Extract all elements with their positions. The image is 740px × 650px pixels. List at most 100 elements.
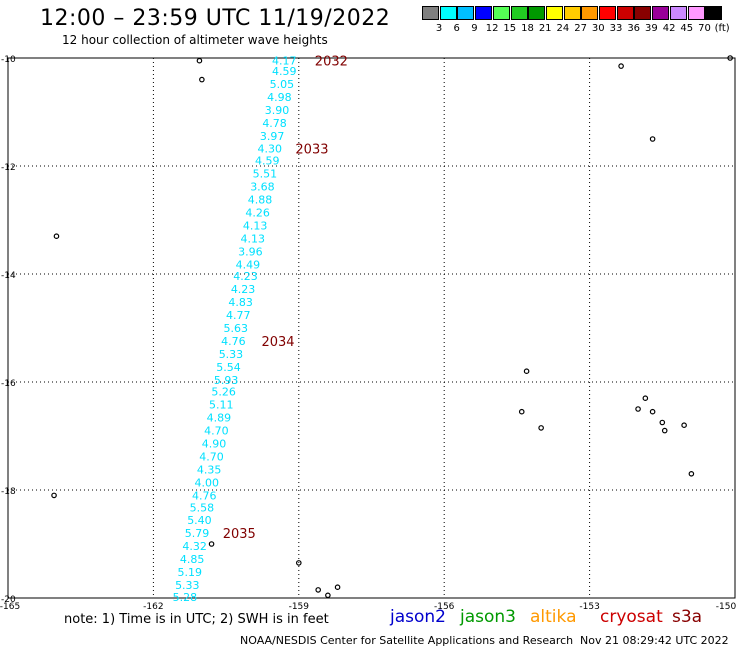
x-tick-label: -159 (289, 602, 310, 612)
island-marker (681, 422, 687, 429)
y-tick-label: -12 (1, 163, 16, 173)
colorbar-label: 3 (435, 23, 443, 34)
island-marker (208, 541, 215, 547)
wave-height-label: 5.58 (190, 501, 215, 514)
island-marker (618, 63, 624, 69)
satellite-altika: altika (530, 607, 577, 627)
island-marker (334, 584, 341, 591)
island-marker (538, 425, 544, 431)
y-tick-label: -18 (1, 487, 16, 497)
wave-height-label: 5.33 (219, 348, 244, 361)
wave-height-label: 4.76 (221, 335, 246, 348)
wave-height-label: 3.90 (265, 104, 290, 117)
wave-height-label: 4.76 (192, 489, 217, 502)
colorbar-swatch (528, 6, 546, 20)
colorbar-label: 30 (591, 23, 605, 34)
wave-height-label: 4.23 (231, 283, 256, 296)
wave-height-label: 4.78 (262, 117, 287, 130)
wave-height-label: 5.05 (270, 78, 295, 91)
wave-height-label: 4.88 (248, 193, 273, 206)
colorbar-swatch (510, 6, 528, 20)
colorbar-label: 12 (485, 23, 499, 34)
island-marker (635, 406, 641, 412)
island-marker (51, 492, 57, 499)
island-marker (196, 57, 203, 64)
wave-height-label: 5.26 (211, 386, 236, 399)
page-title: 12:00 – 23:59 UTC 11/19/2022 (40, 6, 391, 31)
timestamp-text: Nov 21 08:29:42 UTC 2022 (580, 634, 729, 647)
colorbar-label: 36 (627, 23, 641, 34)
colorbar-label: 27 (574, 23, 587, 34)
wave-height-label: 4.30 (257, 143, 282, 156)
colorbar-swatch (492, 6, 510, 20)
colorbar-swatch (457, 6, 475, 20)
colorbar-label: 42 (662, 23, 676, 34)
wave-height-label: 4.83 (228, 296, 253, 309)
island-marker (315, 587, 321, 593)
wave-height-label: 4.26 (245, 206, 270, 219)
wave-height-label: 5.28 (173, 591, 198, 604)
island-marker (649, 136, 656, 142)
colorbar-swatch (669, 6, 687, 20)
colorbar-label: 18 (521, 23, 534, 34)
colorbar-label: 6 (453, 23, 460, 34)
island-marker (659, 419, 666, 426)
wave-height-label: 5.40 (187, 514, 212, 527)
island-marker (523, 368, 530, 375)
colorbar-label: 45 (680, 23, 694, 34)
wave-height-label: 4.23 (233, 270, 258, 283)
colorbar-swatch (687, 6, 705, 20)
x-tick-label: -150 (716, 602, 737, 612)
x-tick-label: -153 (579, 602, 599, 612)
colorbar-swatch (475, 6, 493, 20)
wave-height-label: 4.13 (241, 232, 266, 245)
colorbar-swatch (652, 6, 670, 20)
wave-height-label: 5.11 (209, 399, 234, 412)
wave-height-label: 4.32 (182, 540, 207, 553)
wave-height-label: 5.19 (178, 566, 203, 579)
satellite-jason3: jason3 (460, 607, 516, 627)
wave-height-label: 4.59 (255, 155, 280, 168)
colorbar-swatch (599, 6, 616, 20)
island-marker (649, 408, 656, 415)
wave-height-label: 4.00 (194, 476, 219, 489)
wave-height-label: 5.33 (175, 579, 200, 592)
time-label: 2033 (295, 143, 328, 158)
colorbar-label: 15 (503, 23, 517, 34)
y-tick-label: -10 (1, 55, 16, 65)
island-marker (688, 470, 695, 477)
wave-height-label: 5.54 (216, 361, 241, 374)
y-tick-label: -20 (1, 595, 16, 605)
colorbar-label: 70 (698, 23, 711, 34)
satellite-jason2: jason2 (390, 607, 446, 627)
colorbar-label: 21 (538, 23, 552, 34)
island-marker (295, 560, 302, 566)
island-marker (727, 55, 733, 61)
satellite-s3a: s3a (672, 607, 703, 627)
colorbar-swatch (422, 6, 439, 20)
wave-height-label: 4.89 (207, 412, 232, 425)
wave-height-label: 4.17 (272, 55, 297, 68)
time-label: 2035 (223, 527, 256, 542)
wave-height-label: 5.93 (214, 374, 239, 387)
colorbar-label: 24 (556, 23, 570, 34)
x-tick-label: -156 (434, 602, 455, 612)
map-frame (7, 57, 736, 599)
wave-height-label: 4.59 (272, 65, 297, 78)
y-tick-label: -16 (1, 379, 16, 389)
credit-text: NOAA/NESDIS Center for Satellite Applica… (240, 634, 574, 647)
page-subtitle: 12 hour collection of altimeter wave hei… (62, 33, 328, 47)
colorbar-swatch (439, 6, 457, 20)
wave-height-label: 4.49 (236, 258, 261, 271)
wave-height-label: 3.97 (260, 130, 285, 143)
island-marker (199, 76, 205, 83)
island-marker (53, 233, 60, 240)
island-marker (325, 592, 331, 599)
colorbar-label: (ft) (714, 23, 730, 34)
time-label: 2034 (261, 335, 294, 350)
colorbar-swatch (634, 6, 652, 20)
wave-height-label: 4.90 (202, 438, 227, 451)
colorbar-swatch (545, 6, 563, 20)
colorbar-swatch (581, 6, 599, 20)
